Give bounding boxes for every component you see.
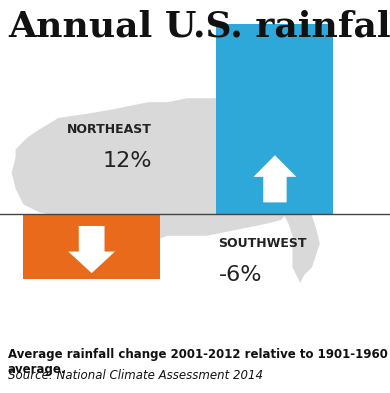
Text: NORTHEAST: NORTHEAST: [67, 123, 152, 136]
Polygon shape: [68, 226, 115, 273]
Polygon shape: [12, 98, 320, 283]
Text: Source: National Climate Assessment 2014: Source: National Climate Assessment 2014: [8, 369, 263, 382]
Text: SOUTHWEST: SOUTHWEST: [218, 237, 307, 250]
Bar: [216, 24, 333, 214]
Bar: [23, 214, 160, 279]
Text: -6%: -6%: [218, 265, 262, 285]
Text: Average rainfall change 2001-2012 relative to 1901-1960 average.: Average rainfall change 2001-2012 relati…: [8, 348, 388, 376]
Text: Annual U.S. rainfall: Annual U.S. rainfall: [8, 10, 390, 44]
Text: 12%: 12%: [103, 151, 152, 171]
Polygon shape: [254, 155, 296, 202]
